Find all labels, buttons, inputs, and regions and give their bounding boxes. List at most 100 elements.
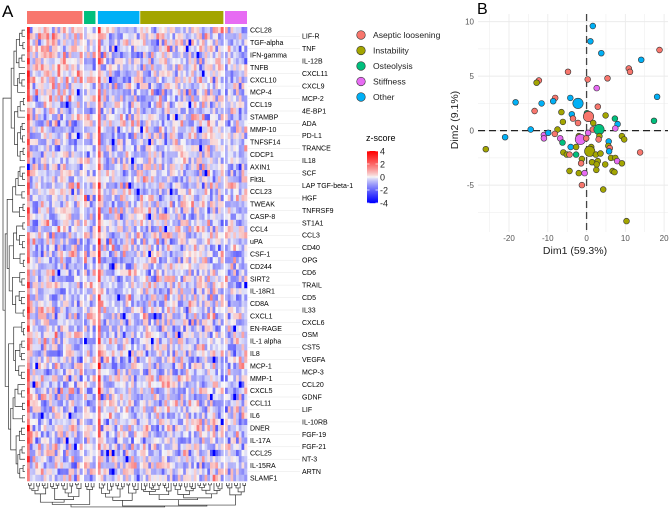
heatmap-cell (92, 381, 96, 389)
heatmap-cell (65, 226, 69, 233)
heatmap-cell (159, 39, 163, 46)
heatmap-cell (63, 381, 67, 389)
heatmap-cell (148, 95, 152, 102)
heatmap-cell (51, 226, 55, 233)
heatmap-cell (106, 188, 110, 196)
heatmap-cell (204, 82, 208, 90)
heatmap-cell (145, 126, 149, 134)
heatmap-cell (159, 344, 163, 351)
heatmap-cell (183, 101, 187, 109)
heatmap-cell (100, 188, 104, 196)
heatmap-cell (97, 369, 101, 376)
heatmap-cell (188, 45, 192, 53)
heatmap-cell (125, 431, 129, 438)
heatmap-cell (106, 375, 110, 382)
heatmap-cell (74, 213, 78, 221)
heatmap-cell (148, 381, 152, 389)
heatmap-cell (128, 213, 132, 221)
heatmap-cell (111, 387, 115, 395)
heatmap-cell (76, 337, 80, 345)
heatmap-cell (140, 412, 144, 420)
heatmap-cell (128, 82, 132, 90)
heatmap-cell (131, 257, 135, 264)
heatmap-cell (35, 250, 39, 258)
heatmap-cell (38, 76, 42, 84)
heatmap-cell (86, 51, 91, 59)
heatmap-cell (27, 207, 31, 214)
heatmap-cell (71, 375, 75, 382)
heatmap-cell (60, 275, 64, 283)
heatmap-cell (40, 120, 44, 127)
heatmap-cell (164, 114, 168, 121)
heatmap-cell (212, 163, 216, 171)
heatmap-cell (122, 157, 126, 165)
heatmap-cell (84, 244, 88, 252)
heatmap-cell (76, 313, 80, 320)
heatmap-cell (40, 176, 44, 183)
heatmap-cell (74, 306, 78, 314)
heatmap-cell (125, 126, 129, 134)
heatmap-cell (122, 468, 126, 476)
heatmap-cell (193, 362, 197, 370)
heatmap-cell (142, 138, 146, 146)
heatmap-cell (117, 226, 121, 233)
heatmap-cell (156, 437, 160, 444)
heatmap-cell (122, 138, 126, 146)
heatmap-cell (201, 412, 205, 420)
heatmap-cell (204, 443, 208, 451)
heatmap-cell (199, 344, 203, 351)
heatmap-cell (84, 356, 88, 364)
heatmap-cell (103, 350, 107, 357)
heatmap-cell (153, 188, 157, 196)
heatmap-cell (150, 412, 154, 420)
heatmap-cell (136, 120, 140, 127)
heatmap-cell (46, 120, 50, 127)
heatmap-cell (57, 101, 61, 109)
heatmap-cell (65, 344, 69, 351)
heatmap-cell (172, 263, 176, 270)
heatmap-cell (92, 350, 96, 357)
heatmap-cell (65, 51, 69, 59)
heatmap-cell (188, 281, 192, 289)
heatmap-cell (92, 138, 96, 146)
heatmap-cell (106, 294, 110, 301)
heatmap-cell (161, 219, 165, 227)
heatmap-cell (196, 207, 200, 214)
heatmap-cell (38, 132, 42, 140)
heatmap-cell (46, 207, 50, 214)
heatmap-cell (49, 443, 53, 451)
heatmap-cell (125, 101, 129, 109)
heatmap-cell (169, 213, 173, 221)
heatmap-cell (156, 325, 160, 333)
heatmap-cell (97, 70, 101, 78)
heatmap-cell (35, 344, 39, 351)
heatmap-cell (43, 306, 47, 314)
heatmap-cell (60, 232, 64, 239)
heatmap-cell (148, 39, 152, 46)
heatmap-cell (46, 437, 50, 444)
heatmap-cell (125, 219, 129, 227)
heatmap-cell (191, 76, 195, 84)
heatmap-cell (167, 425, 171, 432)
heatmap-cell (148, 337, 152, 345)
heatmap-cell (32, 387, 36, 395)
heatmap-cell (150, 281, 154, 289)
heatmap-cell (35, 462, 39, 469)
heatmap-cell (106, 250, 110, 258)
heatmap-cell (100, 89, 104, 96)
heatmap-cell (145, 431, 149, 438)
heatmap-cell (209, 356, 213, 364)
heatmap-cell (142, 294, 146, 301)
heatmap-cell (35, 238, 39, 245)
heatmap-cell (156, 157, 160, 165)
heatmap-cell (103, 344, 107, 351)
heatmap-cell (108, 443, 113, 451)
heatmap-cell (136, 387, 140, 395)
heatmap-cell (117, 344, 121, 351)
heatmap-cell (27, 126, 31, 134)
heatmap-cell (145, 201, 149, 208)
heatmap-cell (199, 375, 203, 382)
heatmap-cell (84, 33, 88, 40)
heatmap-cell (32, 58, 36, 65)
heatmap-cell (148, 176, 152, 183)
